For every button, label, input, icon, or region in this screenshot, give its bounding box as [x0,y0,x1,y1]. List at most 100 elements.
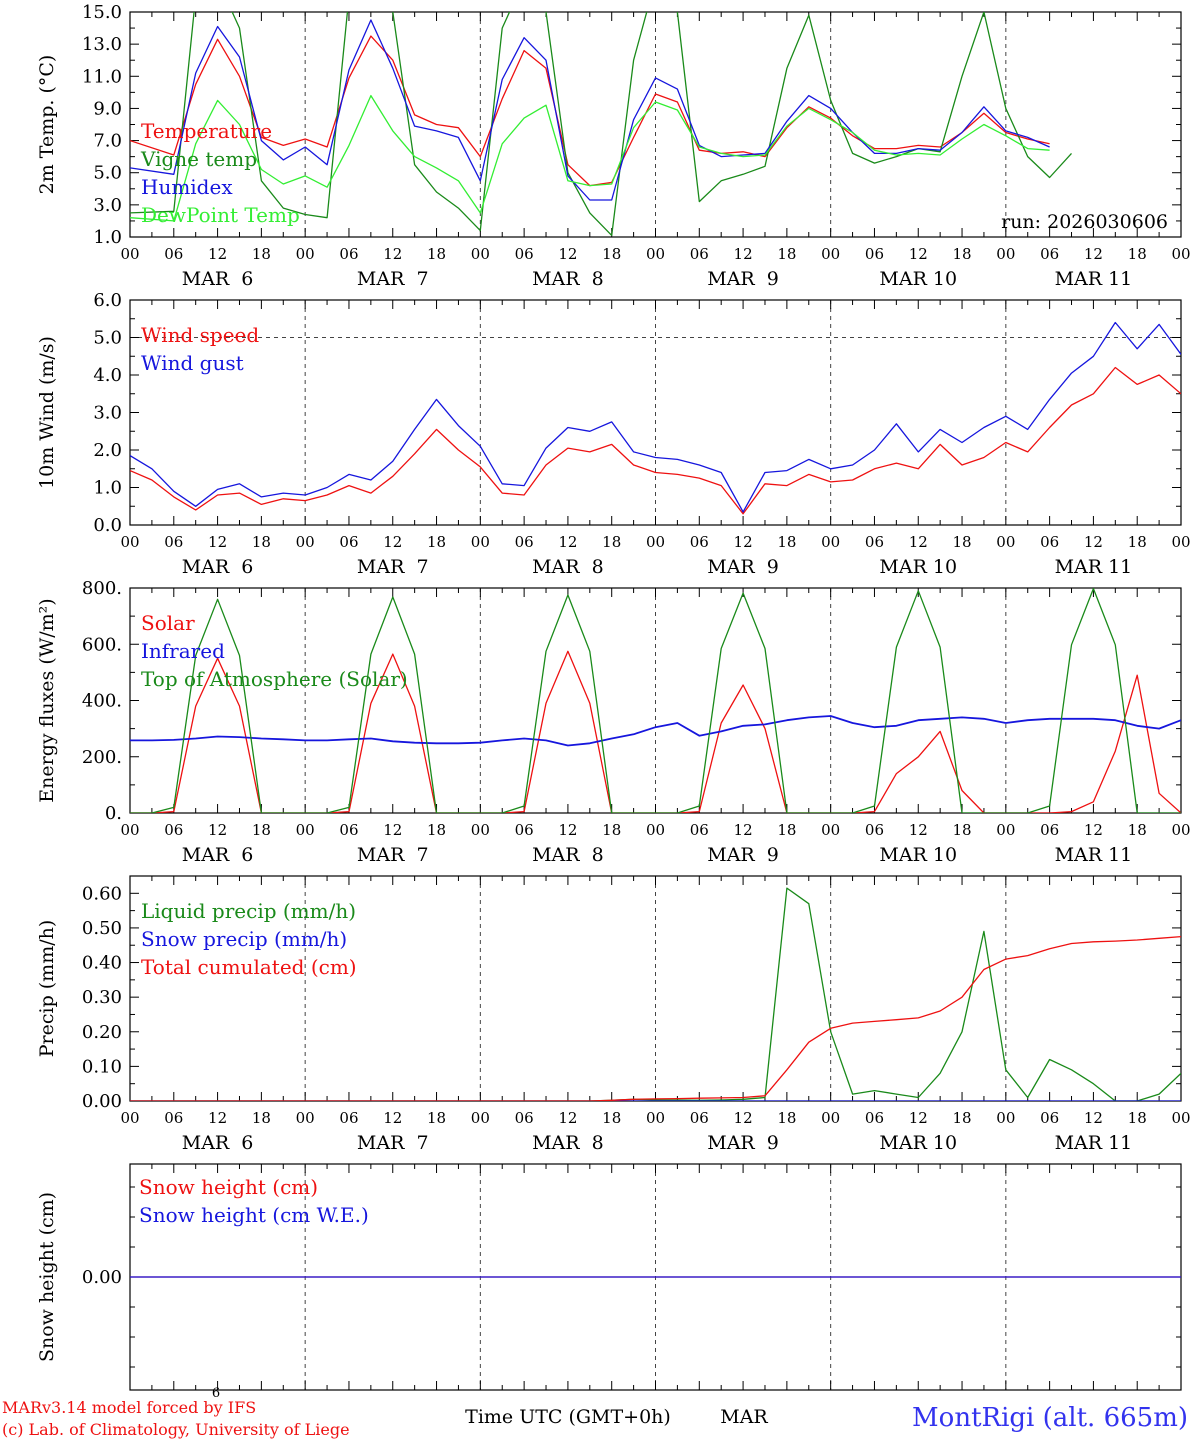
x-hour-label: 18 [777,1109,796,1127]
x-hour-label: 06 [690,1109,709,1127]
x-day-label: MAR 9 [707,268,779,290]
series-infrared [130,715,1181,747]
y-tick-label: 0.60 [82,883,122,904]
x-hour-label: 18 [427,533,446,551]
y-tick-label: 400. [82,691,122,712]
x-hour-label: 00 [646,1109,665,1127]
series-group [130,12,1072,237]
series-group [130,588,1181,813]
x-day-label: MAR 11 [1055,844,1133,866]
y-tick-label: 2.0 [93,440,122,461]
x-hour-label: 18 [952,1109,971,1127]
x-hour-label: 00 [1171,245,1190,263]
x-hour-label: 00 [471,821,490,839]
legend-entry: Total cumulated (cm) [141,955,357,979]
x-hour-label: 00 [646,821,665,839]
x-day-label: MAR 10 [879,844,957,866]
y-tick-label: 3.0 [93,403,122,424]
x-hour-label: 06 [865,821,884,839]
y-tick-label: 13.0 [82,34,122,55]
y-tick-label: 200. [82,747,122,768]
x-hour-label: 00 [471,245,490,263]
x-hour-label: 06 [164,533,183,551]
x-day-label: MAR 10 [879,268,957,290]
x-hour-label: 06 [339,533,358,551]
x-hour-label: 00 [296,1109,315,1127]
x-day-label: MAR 6 [182,844,254,866]
legend-entry: Top of Atmosphere (Solar) [141,667,408,691]
month-label: MAR [720,1406,768,1428]
x-hour-label: 00 [296,245,315,263]
x-hour-label: 12 [208,821,227,839]
x-day-label: MAR 11 [1055,556,1133,578]
x-hour-label: 00 [120,1109,139,1127]
x-day-label: MAR 11 [1055,1132,1133,1154]
legend-entry: Solar [141,611,195,635]
series-dewpoint-temp [130,94,1050,222]
x-hour-label: 18 [1128,821,1147,839]
x-day-label: MAR 10 [879,556,957,578]
legend-entry: Infrared [141,639,225,663]
legend-entry: Wind speed [141,323,259,347]
x-hour-label: 00 [1171,1109,1190,1127]
x-hour-label: 18 [952,533,971,551]
x-hour-label: 06 [690,533,709,551]
y-tick-label: 5.0 [93,328,122,349]
x-hour-label: 06 [1040,533,1059,551]
lab-credit: (c) Lab. of Climatology, University of L… [2,1420,350,1439]
x-hour-label: 06 [865,1109,884,1127]
x-hour-label: 18 [252,245,271,263]
x-hour-label: 00 [821,821,840,839]
x-day-label: MAR 10 [879,1132,957,1154]
x-day-label: MAR 8 [532,268,604,290]
x-hour-label: 18 [602,533,621,551]
x-hour-label: 12 [734,533,753,551]
y-tick-label: 800. [82,578,122,599]
y-tick-label: 15.0 [82,2,122,23]
x-hour-label: 12 [558,1109,577,1127]
x-hour-label: 00 [120,245,139,263]
x-day-label: MAR 7 [357,1132,429,1154]
x-hour-label: 18 [427,821,446,839]
x-hour-label: 00 [1171,821,1190,839]
x-hour-label: 00 [120,533,139,551]
station-name: MontRigi (alt. 665m) [912,1403,1188,1433]
y-axis-title: Precip (mm/h) [36,920,58,1058]
x-day-label: MAR 8 [532,556,604,578]
x-day-label: MAR 8 [532,1132,604,1154]
x-hour-label: 18 [1128,533,1147,551]
legend-entry: Wind gust [141,351,244,375]
x-hour-label: 06 [164,1109,183,1127]
y-axis-title: 2m Temp. (°C) [36,55,58,195]
panel-3: 0. 200. 400. 600. 800. Energy fluxes (W/m²) 00… [36,578,1191,866]
panel-5: 0.00 Snow height (cm) Snow height (cm) Snow… [36,1163,1182,1391]
panel-4: 0.00 0.10 0.20 0.30 0.40 0.50 0.60 Precip (mm/h… [36,875,1191,1154]
x-hour-label: 00 [996,533,1015,551]
x-hour-label: 00 [120,821,139,839]
x-hour-label: 06 [164,245,183,263]
x-hour-label: 18 [602,821,621,839]
x-hour-label: 12 [383,533,402,551]
x-hour-label: 18 [1128,245,1147,263]
x-hour-label: 18 [427,245,446,263]
y-axis-title: Energy fluxes (W/m²) [36,598,58,802]
x-hour-label: 12 [1084,533,1103,551]
x-hour-label: 12 [909,245,928,263]
x-hour-label: 18 [602,245,621,263]
x-hour-label: 12 [208,533,227,551]
x-hour-label: 12 [558,533,577,551]
y-tick-label: 0.20 [82,1022,122,1043]
y-tick-label: 0.40 [82,953,122,974]
x-day-label: MAR 8 [532,844,604,866]
series-wind-speed [130,366,1181,515]
x-hour-label: 06 [1040,245,1059,263]
x-hour-label: 00 [471,533,490,551]
panel-2: 0.0 1.0 2.0 3.0 4.0 5.0 6.0 10m Wind (m/s) 00 06 1… [36,290,1191,578]
x-hour-label: 00 [646,533,665,551]
x-hour-label: 12 [909,1109,928,1127]
legend-entry: Humidex [141,175,233,199]
x-day-label: MAR 9 [707,556,779,578]
legend-entry: Vigne temp [140,147,257,171]
x-hour-label: 18 [252,533,271,551]
x-hour-label: 18 [252,1109,271,1127]
